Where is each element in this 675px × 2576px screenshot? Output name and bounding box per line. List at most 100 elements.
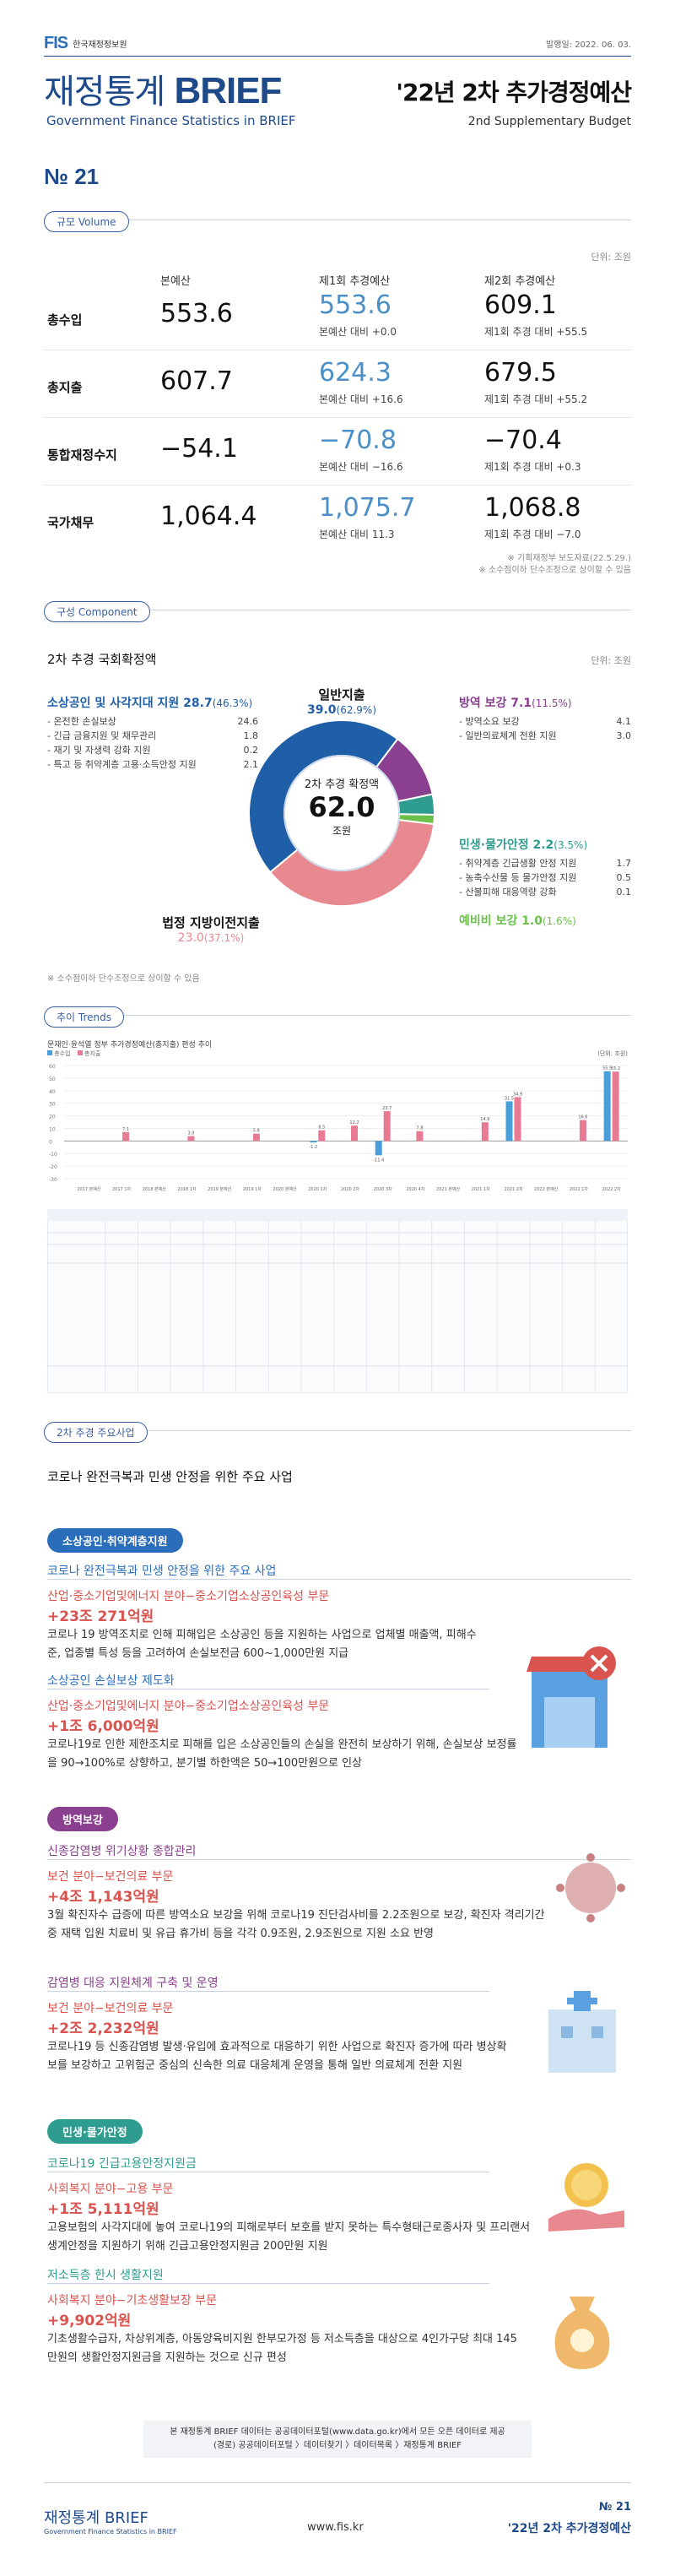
- virus-illustration: [556, 1853, 625, 1923]
- item-value: 24.6: [237, 716, 259, 727]
- x-tick-label: 2017 본예산: [77, 1186, 101, 1192]
- project-amount: +9,902억원: [47, 2313, 132, 2329]
- project-dept: 사회복지 분야−기초생활보장 부문: [47, 2294, 217, 2308]
- bar-1-5: [252, 1133, 260, 1142]
- x-tick-label: 2020 3차: [374, 1186, 392, 1192]
- cat-livelihood-items: - 취약계층 긴급생활 안정 지원 1.7 - 농축수산물 등 물가안정 지원 0.…: [459, 856, 631, 899]
- cat-quarantine-title-text: 방역 보강: [459, 697, 507, 710]
- cat-livelihood-title-text: 민생·물가안정 2.2: [459, 838, 554, 852]
- donut-center-unit: 조원: [332, 825, 352, 837]
- footer-url-link[interactable]: www.fis.kr: [307, 2521, 364, 2534]
- row-label: 통합재정수지: [47, 447, 117, 463]
- bar-1-12: [481, 1122, 489, 1142]
- row-c1-sub: 본예산 대비 +0.0: [319, 326, 397, 338]
- bar-data-label: 5.8: [253, 1129, 260, 1134]
- row-c2-value: −70.4: [484, 426, 562, 455]
- cat-local-value: 23.0: [177, 931, 204, 945]
- list-item: - 농축수산물 등 물가안정 지원 0.5: [459, 870, 631, 885]
- y-tick-label: 20: [49, 1114, 56, 1120]
- bar-data-label: -11.4: [373, 1158, 384, 1163]
- item-value: 0.2: [243, 745, 259, 756]
- footer-title: '22년 2차 추가경정예산: [507, 2522, 631, 2535]
- y-tick-label: 60: [49, 1064, 56, 1070]
- x-tick-label: 2021 1차: [472, 1186, 490, 1192]
- row-label: 국가채무: [47, 515, 94, 530]
- x-tick-label: 2021 2차: [504, 1186, 522, 1192]
- logo-text: 한국재정정보원: [73, 41, 127, 50]
- project-amount: +2조 2,232억원: [47, 2020, 159, 2037]
- list-item: - 산불피해 대응역량 강화 0.1: [459, 885, 631, 899]
- x-tick-label: 2021 본예산: [436, 1186, 461, 1192]
- project-title-line: [47, 2283, 489, 2284]
- row-c1-sub: 본예산 대비 11.3: [319, 529, 395, 540]
- legend-swatch-a: [47, 1050, 52, 1055]
- brand-title: 재정통계 BRIEF: [44, 64, 282, 113]
- row-c1-sub: 본예산 대비 +16.6: [319, 393, 403, 405]
- cat-quarantine: 방역 보강 7.1(11.5%) - 방역소요 보강 4.1 - 일반의료체계 전…: [459, 694, 631, 743]
- row-c2-value: 1,068.8: [484, 493, 581, 523]
- project-dept: 산업·중소기업및에너지 분야−중소기업소상공인육성 부문: [47, 1700, 330, 1713]
- row-label: 총지출: [47, 380, 83, 395]
- x-tick-label: 2020 4차: [406, 1186, 424, 1192]
- trends-unit: (단위: 조원): [597, 1050, 628, 1057]
- cat-local-pct: (37.1%): [203, 932, 245, 944]
- row-base-value: 553.6: [160, 299, 233, 328]
- bar-1-10: [416, 1131, 424, 1142]
- trends-bar-chart: -30 -20 -10 0 10 20 30 40 50 60 -1.2 -11.4 31.5 55.5…: [49, 1064, 628, 1192]
- group-pill-livelihood: 민생·물가안정: [47, 2119, 143, 2144]
- cat-livelihood-pct: (3.5%): [554, 839, 588, 851]
- cat-reserve-title: 예비비 보강 1.0(1.6%): [459, 912, 576, 929]
- x-tick-label: 2022 2차: [602, 1186, 621, 1192]
- bar-data-label: 31.5: [505, 1096, 514, 1101]
- cat-reserve: 예비비 보강 1.0(1.6%): [459, 912, 576, 929]
- row-c2-sub: 제1회 추경 대비 +55.2: [484, 393, 588, 405]
- data-source-line-1: 본 재정통계 BRIEF 데이터는 공공데이터포털(www.data.go.kr…: [170, 2427, 505, 2437]
- projects-section-label: 2차 추경 주요사업: [44, 1422, 148, 1443]
- moneybag-coin-icon: [570, 2329, 594, 2352]
- bar-0-7: [310, 1141, 317, 1143]
- project-dept: 보건 분야−보건의료 부문: [47, 1870, 174, 1884]
- y-tick-label: 0: [49, 1139, 52, 1145]
- data-source-line-2: (경로) 공공데이터포털 〉데이터찾기 〉데이터목록 〉재정통계 BRIEF: [213, 2441, 462, 2450]
- trends-subtitle: 문재인·윤석열 정부 추가경정예산(총지출) 편성 추이: [47, 1041, 213, 1049]
- item-name: - 농축수산물 등 물가안정 지원: [459, 872, 577, 883]
- trends-legend: 총수입 총지출: [47, 1049, 100, 1058]
- item-name: - 긴급 금융지원 및 채무관리: [47, 730, 157, 741]
- legend-a: 총수입: [54, 1050, 71, 1057]
- publish-date: 발행일: 2022. 06. 03.: [546, 41, 631, 50]
- brand-full-en: Government Finance Statistics in BRIEF: [46, 113, 296, 128]
- cat-livelihood-title: 민생·물가안정 2.2(3.5%): [459, 836, 631, 853]
- x-tick-label: 2020 2차: [341, 1186, 359, 1192]
- report-subtitle: '22년 2차 추가경정예산: [396, 79, 632, 106]
- bar-data-label: 12.2: [349, 1120, 359, 1125]
- row-c1-value: 624.3: [319, 358, 392, 388]
- virus-spike-icon: [586, 1914, 595, 1923]
- item-value: 2.1: [243, 759, 259, 770]
- item-value: 1.7: [616, 858, 632, 869]
- item-value: 0.1: [616, 887, 632, 898]
- shop-illustration: [526, 1646, 616, 1748]
- item-name: - 온전한 손실보상: [47, 716, 116, 727]
- item-name: - 방역소요 보강: [459, 716, 520, 727]
- cat-local: 법정 지방이전지출 23.0(37.1%): [135, 914, 287, 945]
- x-tick-label: 2017 1차: [112, 1186, 131, 1192]
- shop-window: [544, 1697, 595, 1748]
- projects-section-line: [44, 1430, 631, 1431]
- cat-quarantine-items: - 방역소요 보강 4.1 - 일반의료체계 전환 지원 3.0: [459, 714, 631, 743]
- hand-icon: [548, 2209, 624, 2232]
- bar-1-16: [612, 1071, 619, 1142]
- bar-1-1: [122, 1131, 130, 1142]
- footer-issue-number: № 21: [598, 2501, 631, 2514]
- project-title-line: [47, 1579, 631, 1580]
- row-c1-value: 553.6: [319, 290, 392, 320]
- x-tick-label: 2020 본예산: [273, 1186, 298, 1192]
- trends-timeline-table: [47, 1209, 628, 1393]
- x-tick-label: 2018 본예산: [143, 1186, 167, 1192]
- cat-general-pct: (62.9%): [336, 704, 377, 716]
- prohibit-cross-icon: [590, 1654, 608, 1673]
- item-value: 0.5: [616, 872, 632, 883]
- item-value: 4.1: [616, 716, 632, 727]
- hospital-window: [591, 2026, 603, 2038]
- row-c2-sub: 제1회 추경 대비 −7.0: [484, 529, 581, 540]
- cat-local-title: 법정 지방이전지출: [162, 915, 260, 930]
